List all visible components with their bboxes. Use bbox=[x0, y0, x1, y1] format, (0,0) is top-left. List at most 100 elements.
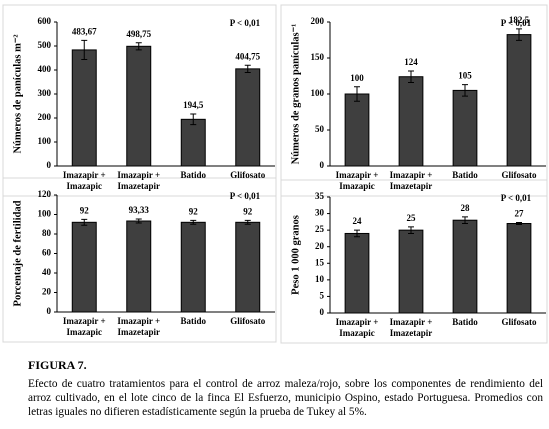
y-tick-label: 35 bbox=[315, 191, 325, 201]
y-tick-label: 10 bbox=[315, 274, 325, 284]
y-tick-label: 30 bbox=[315, 208, 325, 218]
error-bar bbox=[81, 39, 88, 61]
bar bbox=[452, 89, 478, 167]
bar bbox=[506, 223, 532, 314]
panel-frame bbox=[2, 177, 277, 343]
value-label: 105 bbox=[458, 71, 472, 81]
y-tick-label: 0 bbox=[320, 160, 325, 170]
y-tick-label: 100 bbox=[311, 88, 325, 98]
value-label: 24 bbox=[353, 216, 363, 226]
bar bbox=[398, 76, 424, 167]
y-tick-label: 500 bbox=[38, 40, 52, 50]
y-tick-label: 200 bbox=[38, 112, 52, 122]
y-tick-label: 0 bbox=[320, 307, 325, 317]
bar bbox=[344, 232, 370, 314]
error-bar bbox=[135, 42, 142, 51]
y-tick-label: 100 bbox=[38, 209, 52, 219]
bar bbox=[344, 93, 370, 167]
panel-frame bbox=[280, 4, 548, 197]
y-tick-label: 600 bbox=[38, 16, 52, 26]
error-bar bbox=[516, 28, 522, 41]
x-tick-label: Glifosato bbox=[501, 317, 537, 327]
x-tick-label: Batido bbox=[452, 170, 478, 180]
error-bar bbox=[516, 222, 522, 226]
value-label: 182,5 bbox=[509, 15, 530, 25]
y-tick-label: 0 bbox=[47, 306, 52, 316]
bar bbox=[71, 49, 97, 167]
y-tick-label: 80 bbox=[42, 228, 52, 238]
panel-frame bbox=[2, 4, 277, 197]
value-label: 194,5 bbox=[183, 100, 204, 110]
y-axis-label: Porcentaje de fertilidad bbox=[12, 200, 23, 306]
y-tick-label: 0 bbox=[47, 160, 52, 170]
x-tick-label: Imazapir + Imazetapir bbox=[117, 170, 161, 191]
y-axis-label: Peso 1 000 granos bbox=[290, 215, 301, 295]
error-bar bbox=[81, 218, 88, 226]
value-label: 27 bbox=[515, 209, 525, 219]
x-tick-label: Glifosato bbox=[230, 170, 266, 180]
y-tick-label: 200 bbox=[311, 16, 325, 26]
y-tick-label: 40 bbox=[42, 267, 52, 277]
y-tick-label: 20 bbox=[42, 287, 52, 297]
bar bbox=[180, 118, 206, 167]
value-label: 92 bbox=[189, 206, 199, 216]
error-bar bbox=[462, 216, 468, 225]
bar bbox=[180, 221, 206, 313]
bar bbox=[235, 68, 261, 167]
y-tick-label: 400 bbox=[38, 64, 52, 74]
x-tick-label: Imazapir + Imazapic bbox=[62, 170, 106, 191]
bar bbox=[126, 220, 152, 313]
x-tick-label: Glifosato bbox=[230, 316, 266, 326]
error-bar bbox=[408, 226, 414, 234]
error-bar bbox=[190, 113, 197, 126]
bar bbox=[452, 219, 478, 314]
value-label: 93,33 bbox=[129, 205, 150, 215]
value-label: 92 bbox=[80, 205, 90, 215]
caption: Efecto de cuatro tratamientos para el co… bbox=[28, 378, 543, 418]
error-bar bbox=[244, 64, 251, 73]
x-tick-label: Imazapir + Imazapic bbox=[335, 170, 379, 191]
y-tick-label: 120 bbox=[38, 189, 52, 199]
x-tick-label: Imazapir + Imazapic bbox=[62, 316, 106, 337]
y-tick-label: 5 bbox=[320, 290, 325, 300]
y-tick-label: 25 bbox=[315, 224, 325, 234]
x-tick-label: Imazapir + Imazetapir bbox=[117, 316, 161, 337]
value-label: 25 bbox=[407, 213, 417, 223]
figure-label: FIGURA 7. bbox=[28, 358, 87, 372]
x-tick-label: Batido bbox=[452, 317, 478, 327]
value-label: 124 bbox=[404, 57, 418, 67]
bar bbox=[506, 34, 532, 167]
bar bbox=[71, 221, 97, 313]
x-tick-label: Imazapir + Imazapic bbox=[335, 317, 379, 338]
x-tick-label: Batido bbox=[180, 316, 206, 326]
error-bar bbox=[354, 229, 360, 238]
annotation: P < 0,01 bbox=[230, 18, 261, 28]
error-bar bbox=[244, 219, 251, 225]
value-label: 100 bbox=[350, 73, 364, 83]
y-tick-label: 20 bbox=[315, 241, 325, 251]
annotation: P < 0,01 bbox=[501, 193, 532, 203]
y-tick-label: 300 bbox=[38, 88, 52, 98]
bar bbox=[398, 229, 424, 314]
error-bar bbox=[190, 219, 197, 225]
value-label: 92 bbox=[243, 206, 253, 216]
x-tick-label: Batido bbox=[180, 170, 206, 180]
value-label: 498,75 bbox=[126, 29, 151, 39]
value-label: 28 bbox=[461, 203, 471, 213]
y-axis-label: Números de granos panículas⁻¹ bbox=[290, 24, 301, 165]
annotation: P < 0,01 bbox=[501, 18, 532, 28]
error-bar bbox=[408, 70, 414, 83]
x-tick-label: Imazapir + Imazetapir bbox=[389, 170, 433, 191]
panel-frame bbox=[280, 179, 548, 344]
error-bar bbox=[354, 86, 360, 102]
value-label: 404,75 bbox=[235, 51, 260, 61]
y-tick-label: 15 bbox=[315, 257, 325, 267]
bar bbox=[126, 45, 152, 167]
y-tick-label: 100 bbox=[38, 136, 52, 146]
y-tick-label: 50 bbox=[315, 124, 325, 134]
value-label: 483,67 bbox=[72, 26, 97, 36]
y-tick-label: 60 bbox=[42, 248, 52, 258]
annotation: P < 0,01 bbox=[230, 191, 261, 201]
